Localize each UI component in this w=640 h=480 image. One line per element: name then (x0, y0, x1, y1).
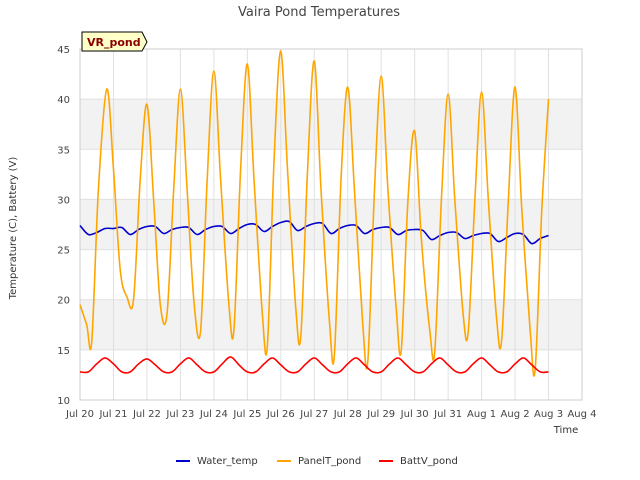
y-tick-label: 45 (57, 45, 70, 56)
series-line-water-temp (79, 220, 549, 245)
y-tick-labels: 10 15 20 25 30 35 40 45 (57, 45, 70, 407)
station-badge-shape (81, 31, 148, 52)
x-tick-labels: Jul 20 Jul 21 Jul 22 Jul 23 Jul 24 Jul 25 Jul … (65, 409, 597, 420)
grid-bands (80, 99, 582, 350)
x-tick-label: Jul 30 (400, 409, 429, 420)
x-tick-label: Jul 20 (65, 409, 94, 420)
x-tick-label: Jul 28 (333, 409, 362, 420)
plot-frame (79, 48, 583, 401)
y-axis-label: Temperature (C), Battery (V) (8, 157, 19, 301)
x-tick-label: Jul 29 (366, 409, 395, 420)
chart-title: Vaira Pond Temperatures (238, 5, 400, 20)
y-tick-label: 15 (57, 346, 70, 357)
x-tick-label: Aug 3 (534, 409, 563, 420)
station-badge-label: VR_pond (87, 36, 141, 49)
y-tick-label: 30 (57, 195, 70, 206)
legend-label-panelt-pond: PanelT_pond (298, 456, 361, 467)
grid-band (80, 99, 582, 150)
x-tick-label: Jul 27 (299, 409, 328, 420)
y-tick-label: 35 (57, 145, 70, 156)
legend-label-battv-pond: BattV_pond (400, 456, 458, 467)
x-axis-label: Time (553, 425, 578, 436)
x-tick-label: Jul 23 (165, 409, 194, 420)
x-tick-label: Jul 22 (132, 409, 161, 420)
y-tick-label: 20 (57, 296, 70, 307)
x-tick-label: Aug 1 (467, 409, 496, 420)
y-tick-label: 25 (57, 246, 70, 257)
legend: Water_temp PanelT_pond BattV_pond (176, 456, 458, 467)
series-line-panelt-pond (79, 50, 550, 377)
station-badge: VR_pond (81, 31, 148, 52)
x-tick-label: Jul 31 (433, 409, 462, 420)
series-layer (79, 50, 550, 377)
legend-label-water-temp: Water_temp (197, 456, 258, 467)
x-tick-label: Jul 26 (266, 409, 295, 420)
x-tick-label: Aug 2 (501, 409, 530, 420)
x-tick-label: Aug 4 (567, 409, 596, 420)
y-tick-label: 10 (57, 396, 70, 407)
series-line-battv-pond (79, 356, 549, 374)
x-tick-label: Jul 25 (232, 409, 261, 420)
x-tick-label: Jul 21 (98, 409, 127, 420)
x-tick-label: Jul 24 (199, 409, 228, 420)
y-tick-label: 40 (57, 95, 70, 106)
